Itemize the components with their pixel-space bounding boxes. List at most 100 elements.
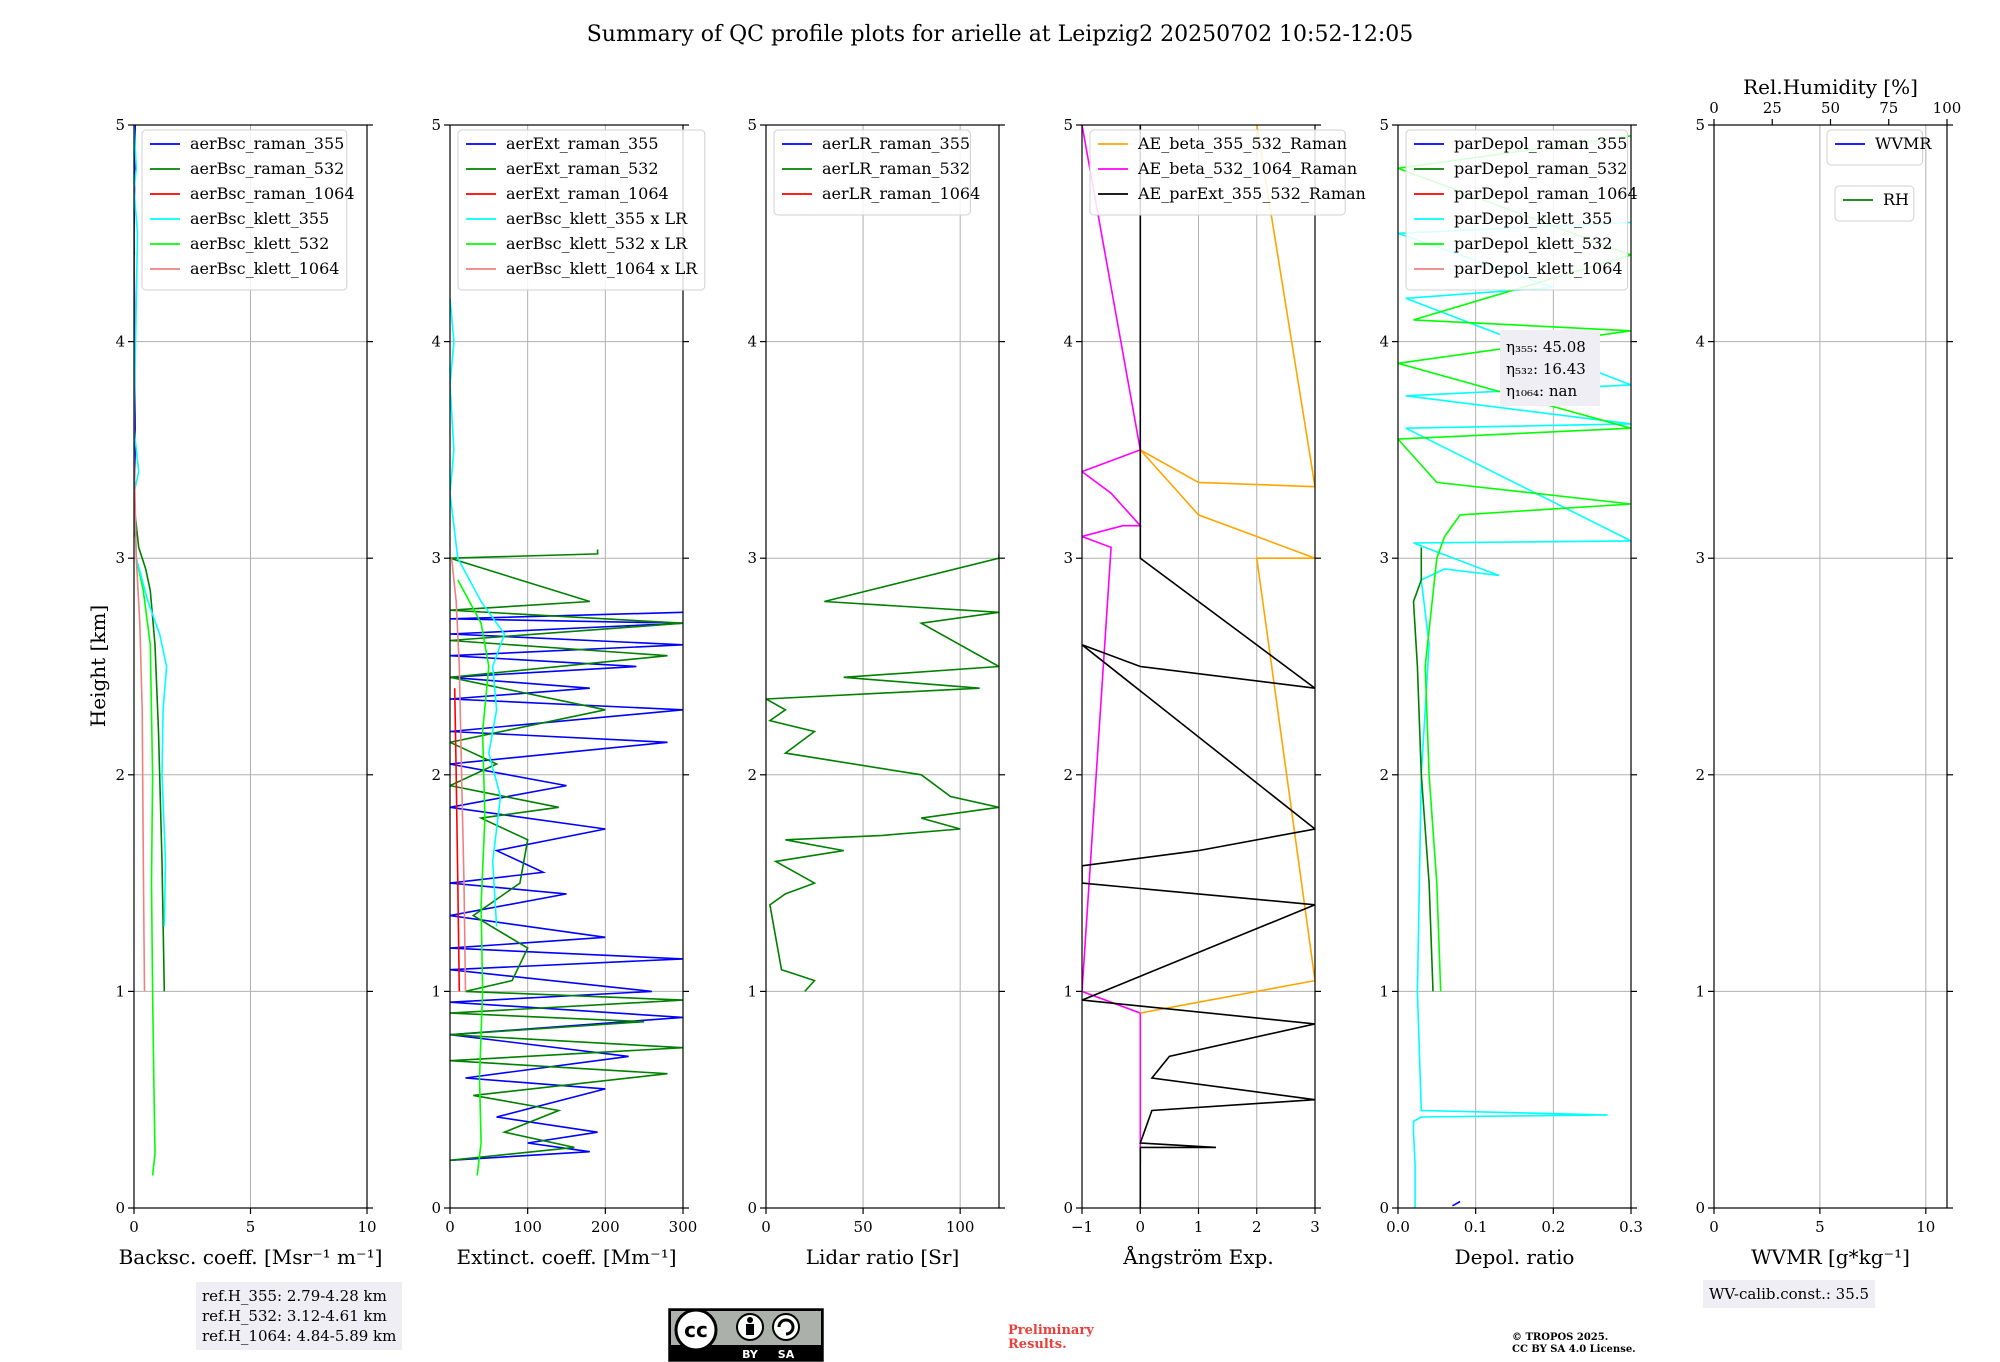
legend-label: aerBsc_klett_532 x LR [506, 234, 688, 253]
x-tick-label: 300 [669, 1218, 698, 1236]
axes-frame [1713, 124, 1948, 1209]
legend: aerBsc_raman_355 aerBsc_raman_532 aerBsc_r… [141, 129, 355, 291]
legend-label: aerExt_raman_355 [506, 134, 659, 153]
y-tick-label: 3 [747, 549, 757, 567]
top-x-tick-label: 100 [1933, 99, 1962, 117]
legend-label: aerBsc_klett_1064 [190, 259, 339, 278]
x-tick-label: 1 [1194, 1218, 1204, 1236]
y-tick-label: 2 [115, 766, 125, 784]
legend-box [1826, 129, 1924, 166]
y-tick-label: 0 [1063, 1199, 1073, 1217]
series-line-AE_beta_355_532_Raman [1139, 125, 1315, 1014]
y-tick-label: 2 [1379, 766, 1389, 784]
legend-label: WVMR [1875, 134, 1932, 153]
y-tick-label: 2 [1063, 766, 1073, 784]
legend-box [773, 129, 971, 216]
x-tick-label: 5 [246, 1218, 256, 1236]
x-tick-label: 0 [129, 1218, 139, 1236]
y-tick-label: 4 [1063, 333, 1073, 351]
legend-secondary: RH [1834, 185, 1915, 222]
series-line-aerBsc_klett_532 x LR [457, 579, 490, 1176]
legend-label: aerBsc_raman_532 [190, 159, 344, 178]
y-tick-label: 2 [1695, 766, 1705, 784]
series-line-AE_parExt_355_532_Raman [1082, 125, 1315, 1208]
x-axis-label: WVMR [g*kg⁻¹] [1751, 1245, 1910, 1269]
copyright-line-2: CC BY SA 4.0 License. [1512, 1344, 1636, 1355]
x-tick-label: 50 [854, 1218, 873, 1236]
legend-box [1089, 129, 1346, 216]
wv-calibration-constant: WV-calib.const.: 35.5 [1709, 1285, 1870, 1303]
legend-label: parDepol_klett_355 [1454, 209, 1612, 228]
y-tick-label: 4 [431, 333, 441, 351]
x-tick-label: 0 [445, 1218, 455, 1236]
series-line-aerBsc_klett_532 [135, 558, 156, 1176]
series-line-aerExt_raman_1064 [453, 688, 461, 992]
y-tick-label: 1 [1379, 982, 1389, 1000]
legend-label: aerExt_raman_532 [506, 159, 659, 178]
legend-box [1834, 185, 1915, 222]
preliminary-line-2: Results. [1008, 1337, 1067, 1352]
x-tick-label: 0.1 [1464, 1218, 1488, 1236]
legend-label: aerBsc_raman_355 [190, 134, 344, 153]
y-tick-label: 4 [1695, 333, 1705, 351]
legend-label: RH [1883, 190, 1909, 209]
x-tick-label: 0 [1135, 1218, 1145, 1236]
series-line-AE_beta_532_1064_Raman [1082, 125, 1143, 1165]
y-tick-label: 5 [431, 116, 441, 134]
cc-badge-by-text: BY [742, 1348, 759, 1361]
x-tick-label: 3 [1310, 1218, 1320, 1236]
y-tick-label: 0 [1379, 1199, 1389, 1217]
y-tick-label: 2 [431, 766, 441, 784]
y-tick-label: 0 [431, 1199, 441, 1217]
legend: WVMR [1826, 129, 1932, 166]
x-tick-label: 100 [513, 1218, 542, 1236]
eta-annotation-line: η₅₃₂: 16.43 [1506, 360, 1586, 378]
x-tick-label: 0.2 [1541, 1218, 1565, 1236]
legend: aerExt_raman_355 aerExt_raman_532 aerExt_r… [457, 129, 706, 291]
legend-label: aerBsc_klett_355 x LR [506, 209, 688, 228]
copyright-note: © TROPOS 2025. CC BY SA 4.0 License. [1512, 1332, 1636, 1356]
y-tick-label: 2 [747, 766, 757, 784]
y-tick-label: 5 [1379, 116, 1389, 134]
legend-label: parDepol_raman_355 [1454, 134, 1627, 153]
wv-calibration-box: WV-calib.const.: 35.5 [1703, 1280, 1876, 1308]
eta-annotation-line: η₁₀₆₄: nan [1506, 382, 1577, 400]
series-line-aerLR_raman_532 [766, 553, 999, 992]
y-tick-label: 5 [115, 116, 125, 134]
preliminary-note: Preliminary Results. [1008, 1324, 1094, 1352]
top-x-tick-label: 50 [1821, 99, 1840, 117]
y-tick-label: 0 [115, 1199, 125, 1217]
ref-height-532: ref.H_532: 3.12-4.61 km [202, 1307, 387, 1325]
legend-box [141, 129, 348, 291]
legend-label: aerLR_raman_1064 [822, 184, 980, 203]
legend-label: aerBsc_klett_1064 x LR [506, 259, 698, 278]
x-tick-label: −1 [1071, 1218, 1093, 1236]
legend-label: parDepol_raman_1064 [1454, 184, 1638, 203]
legend: aerLR_raman_355 aerLR_raman_532 aerLR_rama… [773, 129, 980, 216]
series-line-aerBsc_klett_355 x LR [450, 298, 506, 927]
cc-sa-icon [772, 1313, 800, 1341]
x-tick-label: 10 [357, 1218, 376, 1236]
top-x-tick-label: 25 [1763, 99, 1782, 117]
y-tick-label: 0 [1695, 1199, 1705, 1217]
top-x-tick-label: 0 [1709, 99, 1719, 117]
cc-badge-cc-text: cc [684, 1318, 708, 1342]
panel-bsc: 0 1 2 3 4 5 0 5 10 Backsc. coeff. [Msr⁻¹ m⁻¹] aerB… [115, 116, 382, 1269]
cc-badge-sa-text: SA [778, 1348, 795, 1361]
series-line-aerExt_raman_532 [450, 549, 683, 1162]
legend-label: parDepol_klett_1064 [1454, 259, 1623, 278]
axes-frame [765, 124, 1000, 1209]
legend-label: aerBsc_klett_532 [190, 234, 329, 253]
y-tick-label: 3 [431, 549, 441, 567]
y-tick-label: 1 [115, 982, 125, 1000]
legend-label: parDepol_klett_532 [1454, 234, 1612, 253]
y-tick-label: 1 [431, 982, 441, 1000]
y-tick-label: 3 [1695, 549, 1705, 567]
top-x-axis-label: Rel.Humidity [%] [1743, 75, 1918, 99]
panel-ext: 0 1 2 3 4 5 0 100 200 300 Extinct. coeff. [Mm⁻¹] ae… [431, 116, 706, 1269]
cc-by-sa-badge: cc BY SA [668, 1308, 824, 1362]
legend-label: AE_parExt_355_532_Raman [1137, 184, 1366, 203]
y-tick-label: 4 [1379, 333, 1389, 351]
